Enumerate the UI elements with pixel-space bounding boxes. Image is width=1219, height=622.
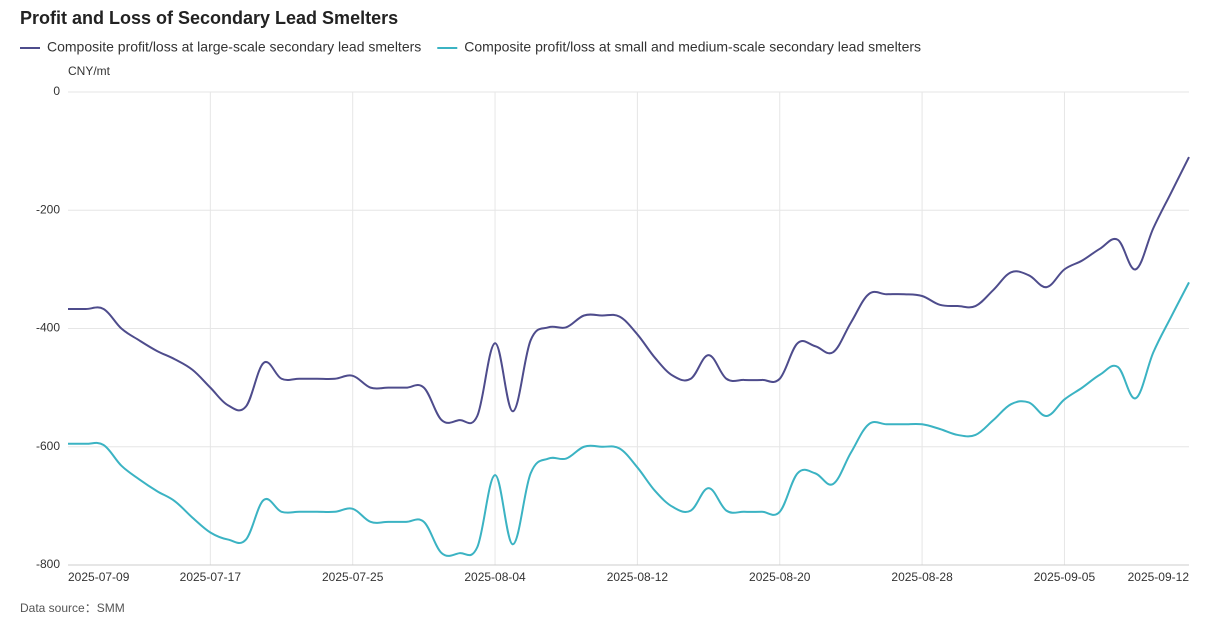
x-tick-label: 2025-07-09 — [68, 570, 130, 584]
legend-label: Composite profit/loss at large-scale sec… — [47, 39, 421, 55]
source: Data source：SMM — [20, 601, 125, 615]
x-tick-label: 2025-07-17 — [180, 570, 242, 584]
y-tick-label: 0 — [53, 84, 60, 98]
x-tick-label: 2025-08-12 — [607, 570, 669, 584]
x-tick-label: 2025-09-12 — [1128, 570, 1190, 584]
x-tick-label: 2025-08-04 — [464, 570, 526, 584]
x-tick-label: 2025-08-20 — [749, 570, 811, 584]
y-tick-label: -800 — [36, 557, 60, 571]
y-axis-label: CNY/mt — [68, 64, 111, 78]
y-tick-label: -600 — [36, 439, 60, 453]
chart-title: Profit and Loss of Secondary Lead Smelte… — [20, 8, 398, 28]
series-line — [67, 281, 1190, 557]
y-tick-label: -400 — [36, 321, 60, 335]
x-tick-label: 2025-07-25 — [322, 570, 384, 584]
series-line — [68, 156, 1190, 425]
y-tick-label: -200 — [36, 202, 60, 216]
x-tick-label: 2025-08-28 — [891, 570, 953, 584]
legend-label: Composite profit/loss at small and mediu… — [464, 39, 921, 55]
x-tick-label: 2025-09-05 — [1034, 570, 1096, 584]
